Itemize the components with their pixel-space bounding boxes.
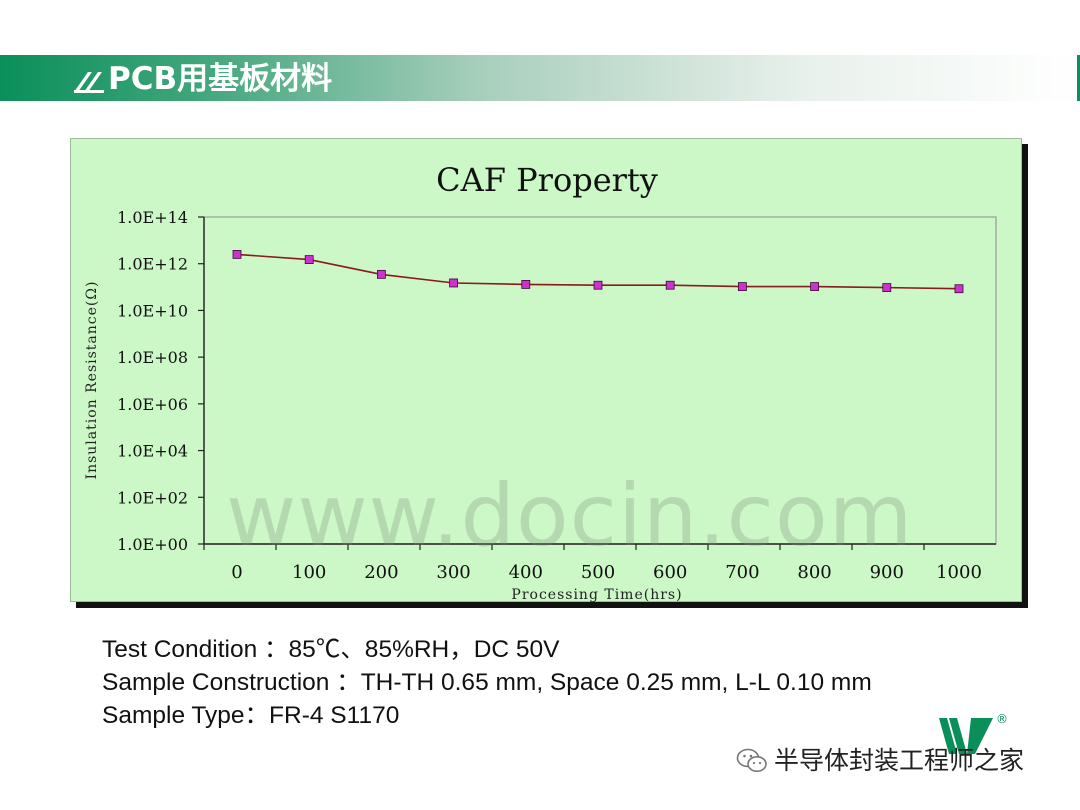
header-edge — [1077, 55, 1080, 101]
note-test-condition: Test Condition ：85℃、85%RH，DC 50V — [102, 636, 560, 663]
caf-chart: CAF Property 1.0E+00 1.0E+02 1.0E+04 1.0E+0… — [84, 161, 997, 602]
x-tick-label: 600 — [653, 562, 687, 583]
data-point — [593, 280, 603, 290]
y-tick-label: 1.0E+08 — [117, 348, 188, 367]
note-sample-construction: Sample Construction ：TH-TH 0.65 mm, Spac… — [102, 669, 872, 696]
y-tick-label: 1.0E+04 — [117, 442, 188, 461]
data-point — [882, 283, 892, 292]
x-tick-label: 1000 — [936, 562, 982, 583]
x-tick-label: 200 — [364, 562, 398, 583]
y-axis-label: Insulation Resistance(Ω) — [84, 281, 100, 480]
y-tick-label: 1.0E+02 — [117, 488, 188, 507]
data-point — [810, 282, 819, 291]
x-tick-label: 400 — [509, 562, 543, 583]
watermark: www.docin.com — [226, 466, 914, 566]
data-point — [449, 278, 459, 288]
y-tick-label: 1.0E+06 — [117, 395, 188, 414]
y-tick-label: 1.0E+10 — [117, 301, 188, 320]
chart-title: CAF Property — [436, 161, 658, 199]
data-point — [521, 280, 531, 289]
y-tick-label: 1.0E+14 — [117, 208, 188, 227]
wechat-icon — [736, 748, 767, 772]
slash-logo-icon — [74, 72, 104, 93]
registered-mark: ® — [996, 712, 1008, 726]
test-notes: Test Condition ：85℃、85%RH，DC 50V Sample … — [102, 633, 1002, 732]
note-sample-type: Sample Type：FR-4 S1170 — [102, 702, 400, 729]
x-tick-label: 300 — [436, 562, 470, 583]
x-tick-label: 700 — [725, 562, 759, 583]
page-title: PCB用基板材料 — [108, 61, 333, 97]
y-tick-label: 1.0E+12 — [117, 255, 188, 274]
brand-logo-icon — [939, 718, 993, 754]
channel-name: 半导体封装工程师之家 — [774, 746, 1025, 775]
data-point — [232, 250, 242, 259]
data-point — [954, 284, 964, 294]
header-bar — [0, 55, 1080, 101]
x-tick-label: 100 — [292, 562, 326, 583]
chart-panel — [70, 138, 1022, 602]
x-tick-label: 900 — [870, 562, 904, 583]
data-point — [304, 255, 314, 265]
x-tick-label: 500 — [581, 562, 615, 583]
data-point — [738, 282, 747, 291]
x-tick-label: 800 — [797, 562, 831, 583]
data-point — [665, 280, 675, 290]
x-axis-label: Processing Time(hrs) — [511, 587, 682, 602]
x-tick-label: 0 — [231, 562, 242, 583]
y-tick-label: 1.0E+00 — [117, 535, 188, 554]
data-point — [376, 269, 386, 279]
